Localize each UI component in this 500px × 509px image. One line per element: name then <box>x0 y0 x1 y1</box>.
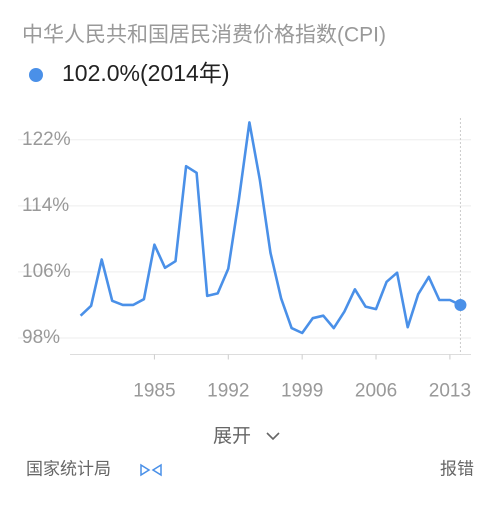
expand-button[interactable]: 展开 <box>213 426 251 447</box>
current-value: 102.0%(2014年) <box>62 60 230 86</box>
y-tick-label: 114% <box>22 195 69 216</box>
y-tick-label: 106% <box>22 261 71 282</box>
x-tick-label: 2013 <box>429 381 471 402</box>
line-series <box>79 121 461 335</box>
y-tick-label: 98% <box>22 327 60 348</box>
source-logo <box>140 463 162 477</box>
y-tick-label: 122% <box>22 129 71 150</box>
chart-title: 中华人民共和国居民消费价格指数(CPI) <box>22 24 386 47</box>
report-button[interactable]: 报错 <box>440 459 474 478</box>
expand-arrow[interactable] <box>266 432 280 441</box>
highlight-point <box>454 298 467 311</box>
x-tick-label: 1992 <box>207 381 249 402</box>
source: 国家统计局 <box>26 459 111 478</box>
x-tick-label: 1985 <box>133 381 175 402</box>
x-tick-label: 2006 <box>355 381 397 402</box>
legend-dot <box>29 68 43 82</box>
x-tick-label: 1999 <box>281 381 323 402</box>
